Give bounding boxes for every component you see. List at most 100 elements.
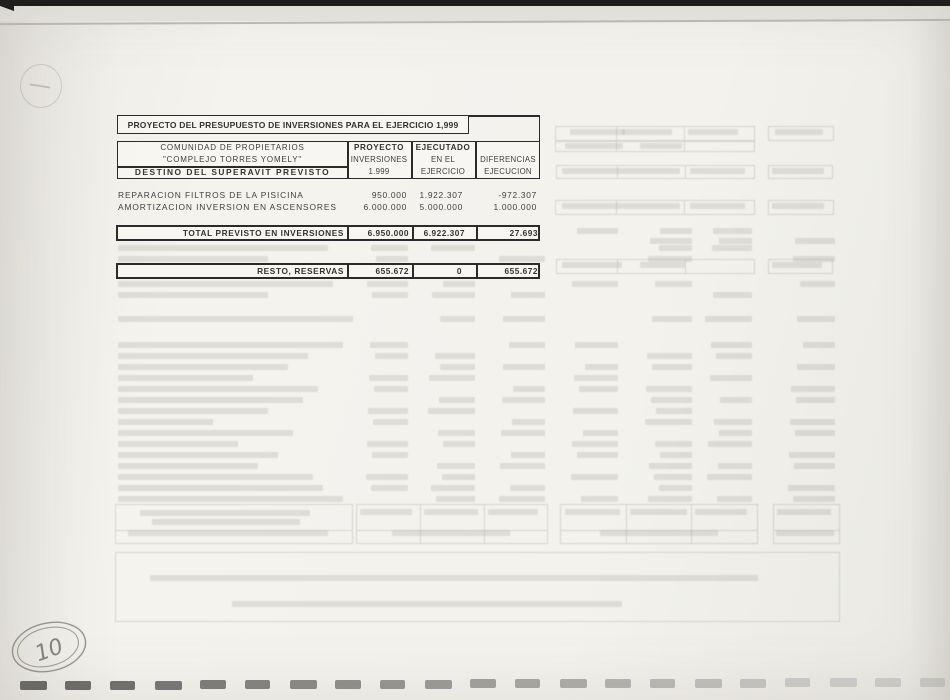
cell-divider: [476, 265, 478, 277]
ghost-number-bar: [795, 430, 835, 436]
ghost-number-bar: [717, 496, 752, 502]
ghost-number-bar: [503, 364, 545, 370]
ghost-number-bar: [372, 292, 408, 298]
ghost-number-bar: [439, 397, 475, 403]
ghost-divider: [616, 127, 617, 140]
ghost-number-bar: [719, 238, 752, 244]
ghost-number-bar: [443, 281, 475, 287]
ghost-text-bar: [118, 452, 278, 458]
ghost-text-bar: [118, 353, 308, 359]
ghost-number-bar: [716, 353, 752, 359]
ghost-number-bar: [648, 496, 692, 502]
ghost-table-box: [773, 504, 840, 544]
ghost-text-bar: [360, 509, 412, 515]
ghost-text-bar: [772, 203, 824, 209]
ghost-number-bar: [432, 292, 475, 298]
ghost-number-bar: [796, 397, 835, 403]
ghost-divider: [116, 530, 352, 531]
ghost-number-bar: [660, 228, 692, 234]
ghost-number-bar: [374, 386, 408, 392]
ghost-text-bar: [565, 143, 623, 149]
ghost-text-bar: [118, 292, 268, 298]
ghost-text-bar: [118, 375, 253, 381]
row-value-ejecutado: 1.922.307: [419, 190, 463, 200]
ghost-number-bar: [376, 256, 408, 262]
ghost-divider: [617, 260, 618, 273]
row-label: REPARACION FILTROS DE LA PISICINA: [118, 190, 304, 200]
ghost-text-bar: [488, 509, 538, 515]
ghost-text-bar: [118, 281, 333, 287]
ghost-number-bar: [581, 496, 618, 502]
ghost-number-bar: [572, 441, 618, 447]
ghost-number-bar: [656, 408, 692, 414]
ghost-text-bar: [118, 342, 343, 348]
ghost-number-bar: [512, 419, 545, 425]
ghost-number-bar: [366, 474, 408, 480]
ghost-number-bar: [790, 419, 835, 425]
ghost-number-bar: [511, 292, 545, 298]
ghost-number-bar: [718, 463, 752, 469]
ghost-divider: [684, 201, 685, 214]
ghost-number-bar: [791, 386, 835, 392]
ghost-number-bar: [652, 316, 692, 322]
resto-row: RESTO, RESERVAS 655.672 0 655.672: [116, 263, 540, 279]
ghost-text-bar: [118, 408, 268, 414]
table-row: AMORTIZACION INVERSION EN ASCENSORES 6.0…: [0, 201, 950, 213]
ghost-number-bar: [713, 228, 752, 234]
column-divider: [475, 142, 477, 178]
ghost-text-bar: [772, 168, 824, 174]
ghost-number-bar: [509, 342, 545, 348]
ghost-number-bar: [659, 485, 692, 491]
ghost-number-bar: [797, 316, 835, 322]
ghost-divider: [684, 142, 685, 151]
ghost-number-bar: [437, 463, 475, 469]
ghost-number-bar: [574, 375, 618, 381]
stamp-squiggle: [29, 83, 51, 89]
ghost-text-bar: [392, 530, 510, 536]
ghost-number-bar: [646, 386, 692, 392]
column-divider: [347, 142, 349, 178]
entity-line-3: DESTINO DEL SUPERAVIT PREVISTO: [134, 167, 331, 177]
ghost-text-bar: [118, 397, 303, 403]
scanner-edge: [0, 0, 950, 6]
row-value-diferencias: -972.307: [498, 190, 537, 200]
ghost-text-bar: [118, 256, 268, 262]
ghost-table-box: [768, 165, 833, 179]
total-diferencias: 27.693: [509, 228, 538, 238]
ghost-number-bar: [368, 408, 408, 414]
cell-divider: [347, 227, 349, 239]
column-header-proyecto: PROYECTO INVERSIONES 1.999: [350, 143, 408, 176]
ghost-divider: [561, 530, 757, 531]
total-ejecutado: 6.922.307: [423, 228, 465, 238]
ghost-number-bar: [371, 485, 408, 491]
document-title: PROYECTO DEL PRESUPUESTO DE INVERSIONES …: [127, 119, 459, 130]
ghost-number-bar: [707, 474, 752, 480]
ghost-divider: [616, 142, 617, 151]
resto-proyecto: 655.672: [375, 266, 409, 276]
ghost-text-bar: [565, 509, 620, 515]
ghost-text-bar: [772, 262, 822, 268]
total-row: TOTAL PREVISTO EN INVERSIONES 6.950.000 …: [116, 225, 540, 241]
ghost-number-bar: [655, 281, 692, 287]
ghost-number-bar: [370, 342, 408, 348]
ghost-number-bar: [711, 342, 752, 348]
ghost-table-box: [556, 259, 755, 274]
ghost-text-bar: [232, 601, 622, 607]
ghost-number-bar: [712, 245, 752, 251]
ghost-divider: [685, 166, 686, 178]
ghost-number-bar: [714, 419, 752, 425]
ghost-table-box: [555, 126, 755, 141]
ghost-text-bar: [118, 485, 323, 491]
ghost-text-bar: [695, 509, 747, 515]
ghost-text-bar: [140, 510, 310, 516]
ghost-number-bar: [372, 452, 408, 458]
entity-header-cell: COMUNIDAD DE PROPIETARIOS "COMPLEJO TORR…: [118, 142, 347, 178]
scanner-edge-corner: [0, 0, 14, 26]
ghost-number-bar: [577, 228, 618, 234]
ghost-divider: [617, 166, 618, 178]
scanner-top-band: [0, 6, 950, 21]
ghost-number-bar: [788, 485, 835, 491]
ghost-text-bar: [152, 519, 300, 525]
ghost-number-bar: [499, 256, 545, 262]
